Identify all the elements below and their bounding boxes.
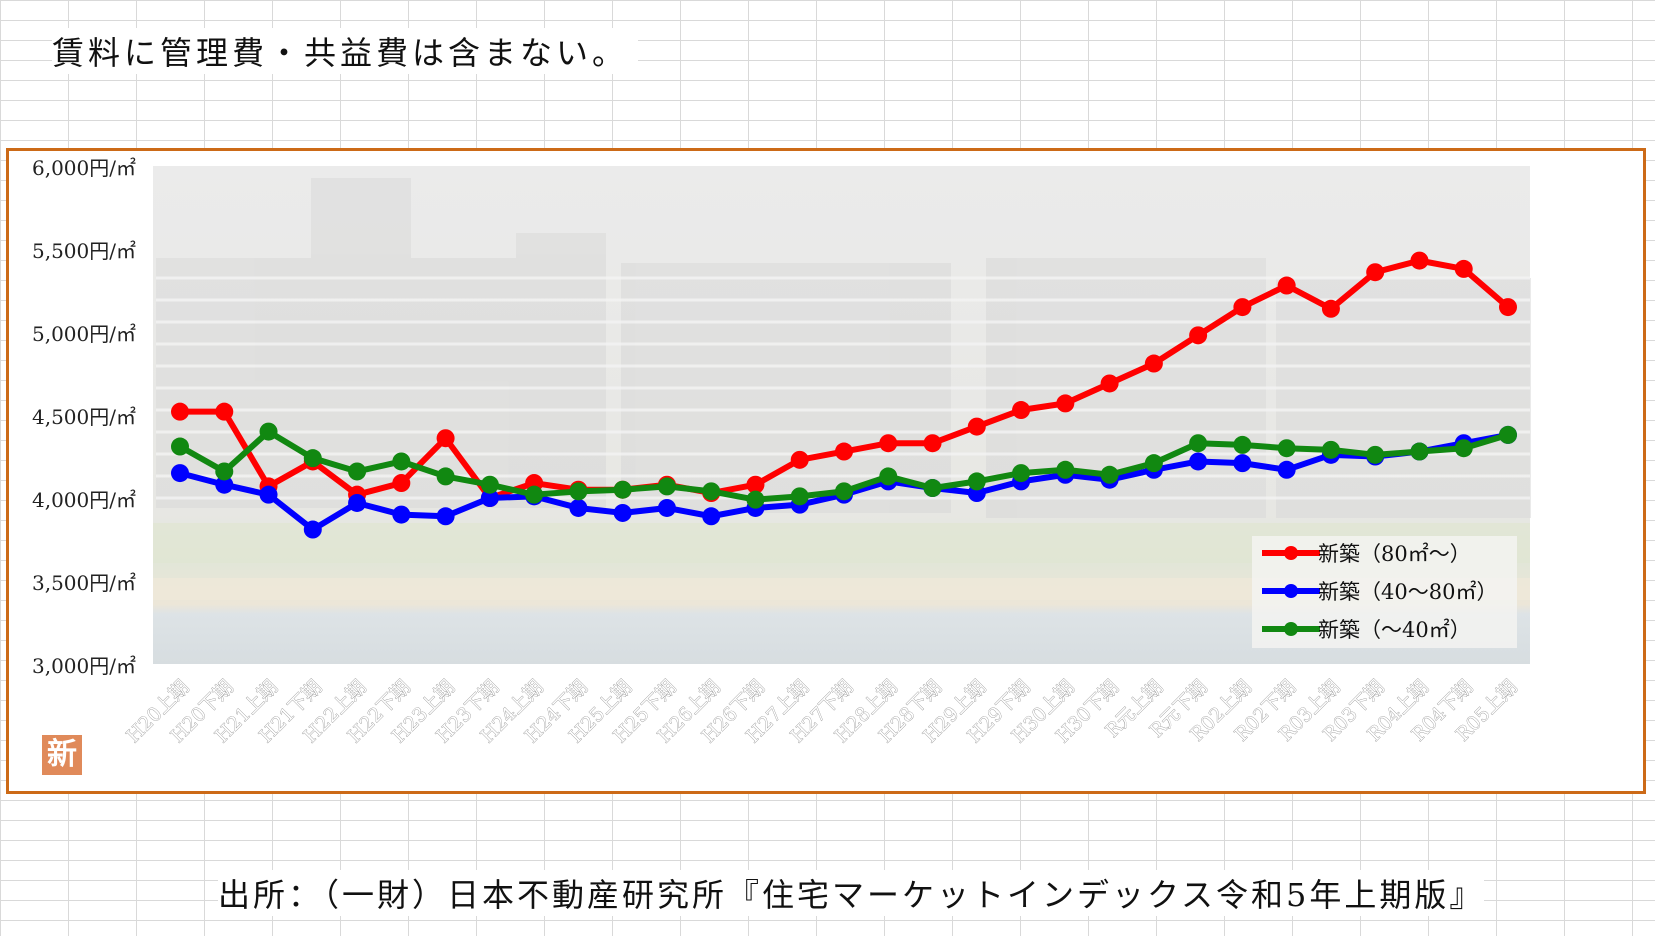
- data-point: [1277, 439, 1296, 458]
- data-point: [923, 434, 942, 453]
- y-tick-label: 5,000円/㎡: [32, 322, 136, 346]
- data-point: [1189, 326, 1208, 345]
- y-tick-label: 4,000円/㎡: [32, 488, 136, 512]
- data-point: [1189, 434, 1208, 453]
- data-point: [480, 489, 499, 507]
- y-tick-label: 3,000円/㎡: [32, 654, 136, 678]
- data-point: [1454, 259, 1473, 278]
- source-text: 出所：（一財）日本不動産研究所『住宅マーケットインデックス令和5年上期版』: [218, 870, 1485, 916]
- data-point: [1454, 439, 1473, 458]
- data-point: [1012, 464, 1031, 483]
- data-point: [1321, 440, 1340, 459]
- data-point: [613, 480, 632, 499]
- data-point: [1056, 394, 1075, 413]
- data-point: [569, 498, 588, 517]
- x-axis: H20上期H20下期H21上期H21下期H22上期H22下期H23上期H23下期…: [122, 676, 1522, 748]
- data-point: [171, 437, 189, 456]
- data-point: [259, 422, 278, 441]
- data-point: [436, 467, 455, 486]
- data-point: [436, 429, 455, 448]
- legend: 新築（80㎡～） 新築（40～80㎡） 新築（～40㎡）: [1252, 536, 1517, 648]
- data-point: [923, 479, 942, 498]
- new-badge-icon: 新: [42, 735, 82, 775]
- data-point: [259, 485, 278, 504]
- data-point: [348, 493, 367, 512]
- y-axis: 3,000円/㎡ 3,500円/㎡ 4,000円/㎡ 4,500円/㎡ 5,000円/㎡…: [32, 156, 136, 678]
- data-point: [1499, 425, 1517, 444]
- data-point: [1366, 263, 1385, 282]
- y-tick-label: 4,500円/㎡: [32, 405, 136, 429]
- line-chart: 3,000円/㎡ 3,500円/㎡ 4,000円/㎡ 4,500円/㎡ 5,000円/㎡…: [32, 156, 1531, 748]
- data-point: [1321, 299, 1340, 318]
- data-point: [1277, 460, 1296, 479]
- data-point: [1056, 460, 1075, 479]
- data-point: [879, 434, 898, 453]
- data-point: [746, 490, 765, 509]
- data-point: [967, 472, 986, 491]
- data-point: [1144, 454, 1163, 473]
- data-point: [215, 475, 234, 494]
- data-point: [613, 503, 632, 522]
- data-point: [171, 464, 189, 483]
- y-tick-label: 6,000円/㎡: [32, 156, 136, 180]
- data-point: [790, 487, 809, 506]
- data-point: [215, 402, 234, 421]
- data-point: [392, 452, 411, 471]
- data-point: [215, 462, 234, 481]
- data-point: [525, 485, 544, 504]
- data-point: [1100, 374, 1119, 393]
- legend-swatch-point: [1284, 546, 1298, 560]
- data-point: [1277, 276, 1296, 295]
- data-point: [657, 477, 676, 496]
- y-tick-label: 3,500円/㎡: [32, 571, 136, 595]
- data-point: [1144, 354, 1163, 373]
- data-point: [1410, 442, 1429, 461]
- legend-label: 新築（40～80㎡）: [1318, 580, 1497, 604]
- data-point: [702, 507, 721, 526]
- data-point: [746, 475, 765, 494]
- data-point: [835, 482, 853, 501]
- data-point: [303, 449, 322, 468]
- legend-label: 新築（80㎡～）: [1318, 542, 1471, 566]
- data-point: [348, 462, 367, 481]
- note-text: 賃料に管理費・共益費は含まない。: [52, 28, 639, 74]
- data-point: [1189, 452, 1208, 471]
- data-point: [392, 505, 411, 524]
- data-point: [1499, 298, 1517, 317]
- data-point: [1012, 401, 1031, 420]
- data-point: [967, 417, 986, 436]
- series-layer: [171, 251, 1517, 539]
- data-point: [1233, 298, 1252, 317]
- data-point: [569, 482, 588, 501]
- data-point: [1366, 445, 1385, 464]
- data-point: [1410, 251, 1429, 270]
- data-point: [1233, 435, 1252, 454]
- data-point: [480, 475, 499, 494]
- data-point: [1233, 454, 1252, 473]
- legend-label: 新築（～40㎡）: [1318, 618, 1471, 642]
- data-point: [1100, 465, 1119, 484]
- data-point: [702, 482, 721, 501]
- y-tick-label: 5,500円/㎡: [32, 239, 136, 263]
- data-point: [171, 402, 189, 421]
- legend-swatch-point: [1284, 584, 1298, 598]
- legend-swatch-point: [1284, 622, 1298, 636]
- data-point: [879, 467, 898, 486]
- data-point: [790, 450, 809, 469]
- series-group: [171, 422, 1517, 509]
- data-point: [657, 498, 676, 517]
- data-point: [835, 442, 853, 461]
- data-point: [436, 507, 455, 526]
- data-point: [392, 474, 411, 493]
- data-point: [303, 520, 322, 539]
